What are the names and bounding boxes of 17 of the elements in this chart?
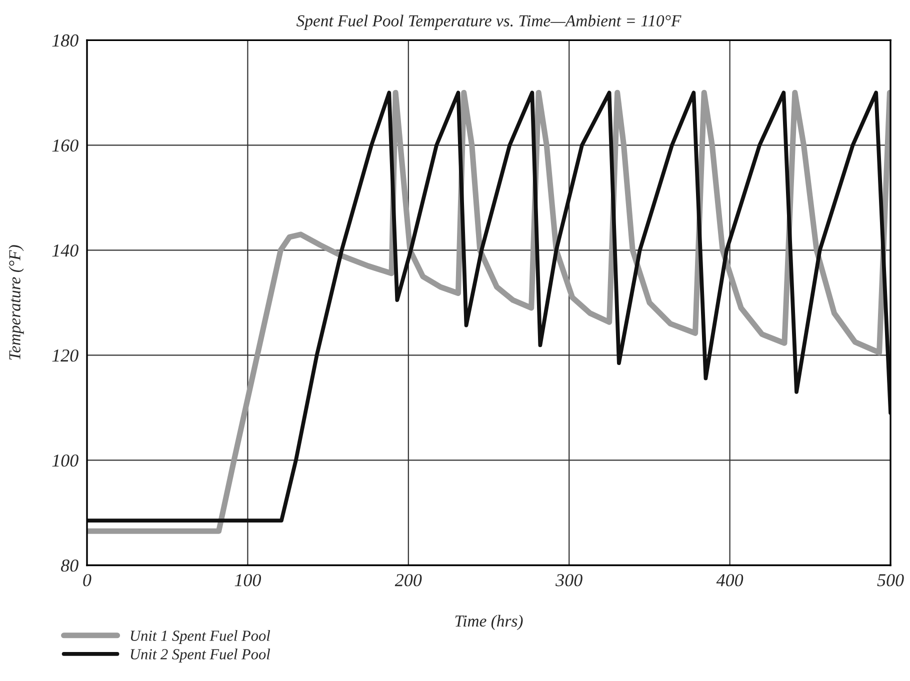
legend-label: Unit 2 Spent Fuel Pool xyxy=(130,648,270,663)
y-tick-label: 140 xyxy=(52,244,78,257)
x-axis-title: Time (hrs) xyxy=(455,614,523,630)
x-tick-label: 500 xyxy=(877,574,904,586)
y-tick-label: 180 xyxy=(52,34,78,47)
y-tick-label: 100 xyxy=(52,454,78,467)
y-tick-label: 80 xyxy=(60,559,78,572)
x-tick-label: 100 xyxy=(234,574,262,586)
y-tick-label: 120 xyxy=(52,349,78,362)
x-tick-label: 300 xyxy=(556,574,582,586)
x-tick-label: 400 xyxy=(716,574,744,586)
x-tick-label: 0 xyxy=(83,574,92,586)
y-tick-label: 160 xyxy=(52,139,78,152)
chart-title: Spent Fuel Pool Temperature vs. Time—Ambient = 110°F xyxy=(296,14,682,30)
legend-label: Unit 1 Spent Fuel Pool xyxy=(130,630,270,644)
x-tick-label: 200 xyxy=(394,574,422,586)
y-axis-title: Temperature (°F) xyxy=(8,245,24,360)
